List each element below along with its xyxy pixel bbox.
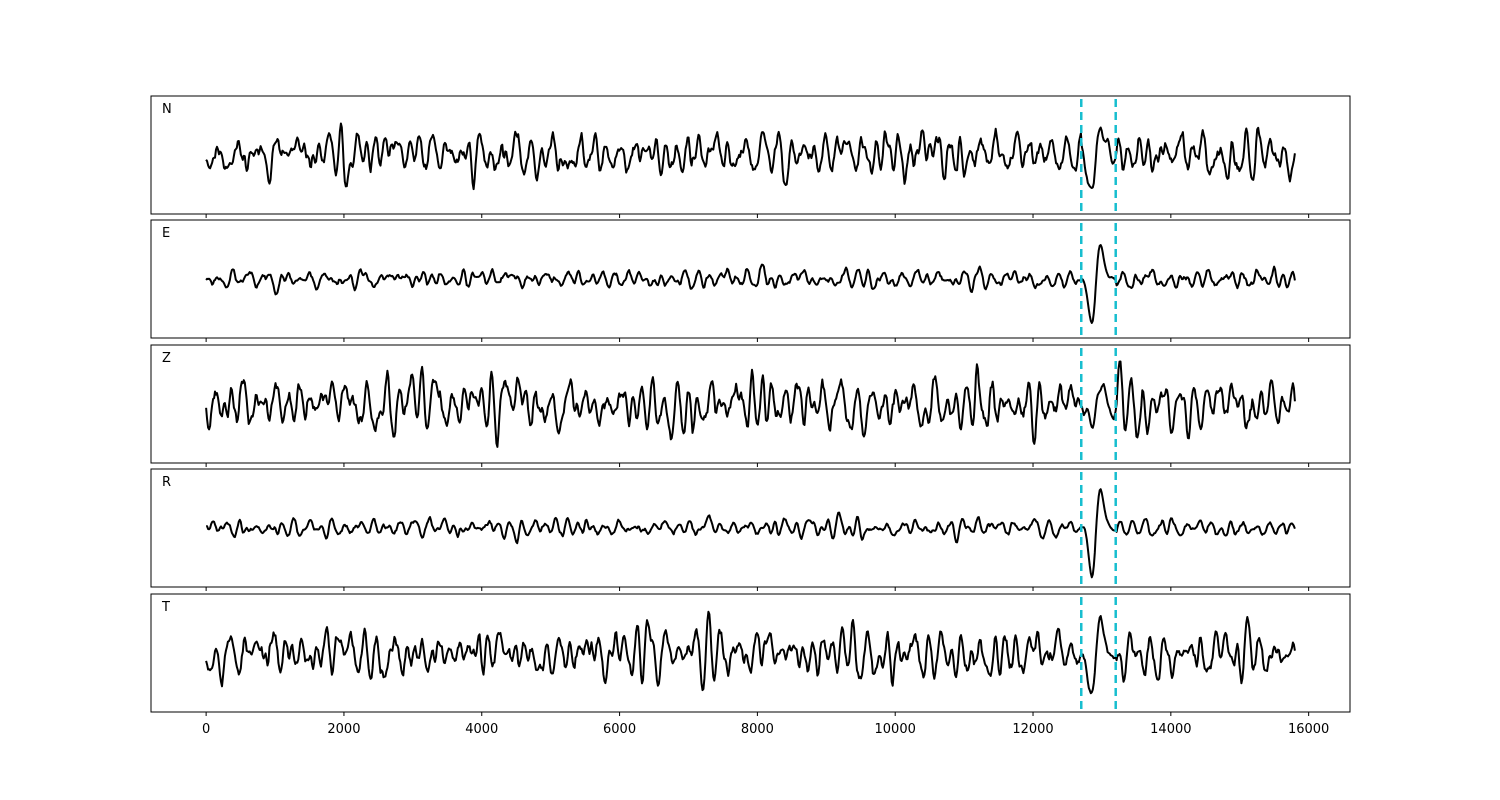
x-tick-label: 10000	[875, 722, 916, 737]
x-tick-label: 12000	[1012, 722, 1053, 737]
panel-label: R	[162, 475, 171, 490]
panels: N E Z R T	[150, 95, 1351, 716]
panel-label: N	[162, 102, 172, 117]
panel-label: Z	[162, 351, 171, 366]
x-tick-label: 6000	[603, 722, 636, 737]
x-tick-label: 14000	[1150, 722, 1191, 737]
panel-frame	[150, 468, 1351, 588]
waveform-t	[205, 610, 1296, 695]
waveform-r	[206, 488, 1296, 579]
x-tick-label: 16000	[1288, 722, 1329, 737]
waveform-n	[205, 122, 1296, 191]
panel-z: Z	[150, 344, 1351, 467]
panel-frame	[150, 95, 1351, 215]
panel-label: E	[162, 226, 170, 241]
panel-frame	[150, 593, 1351, 713]
x-tick-label: 2000	[327, 722, 360, 737]
panel-n: N	[150, 95, 1351, 218]
panel-t: T	[150, 593, 1351, 716]
waveform-z	[205, 360, 1296, 448]
panel-e: E	[150, 219, 1351, 342]
x-tick-label: 0	[202, 722, 210, 737]
waveform-e	[205, 244, 1296, 324]
x-axis: 0 2000 4000 6000 8000 10000 12000 14000 16000	[202, 722, 1329, 737]
x-tick-label: 4000	[465, 722, 498, 737]
panel-label: T	[161, 600, 170, 615]
x-tick-label: 8000	[741, 722, 774, 737]
panel-frame	[150, 344, 1351, 464]
panel-frame	[150, 219, 1351, 339]
panel-r: R	[150, 468, 1351, 591]
